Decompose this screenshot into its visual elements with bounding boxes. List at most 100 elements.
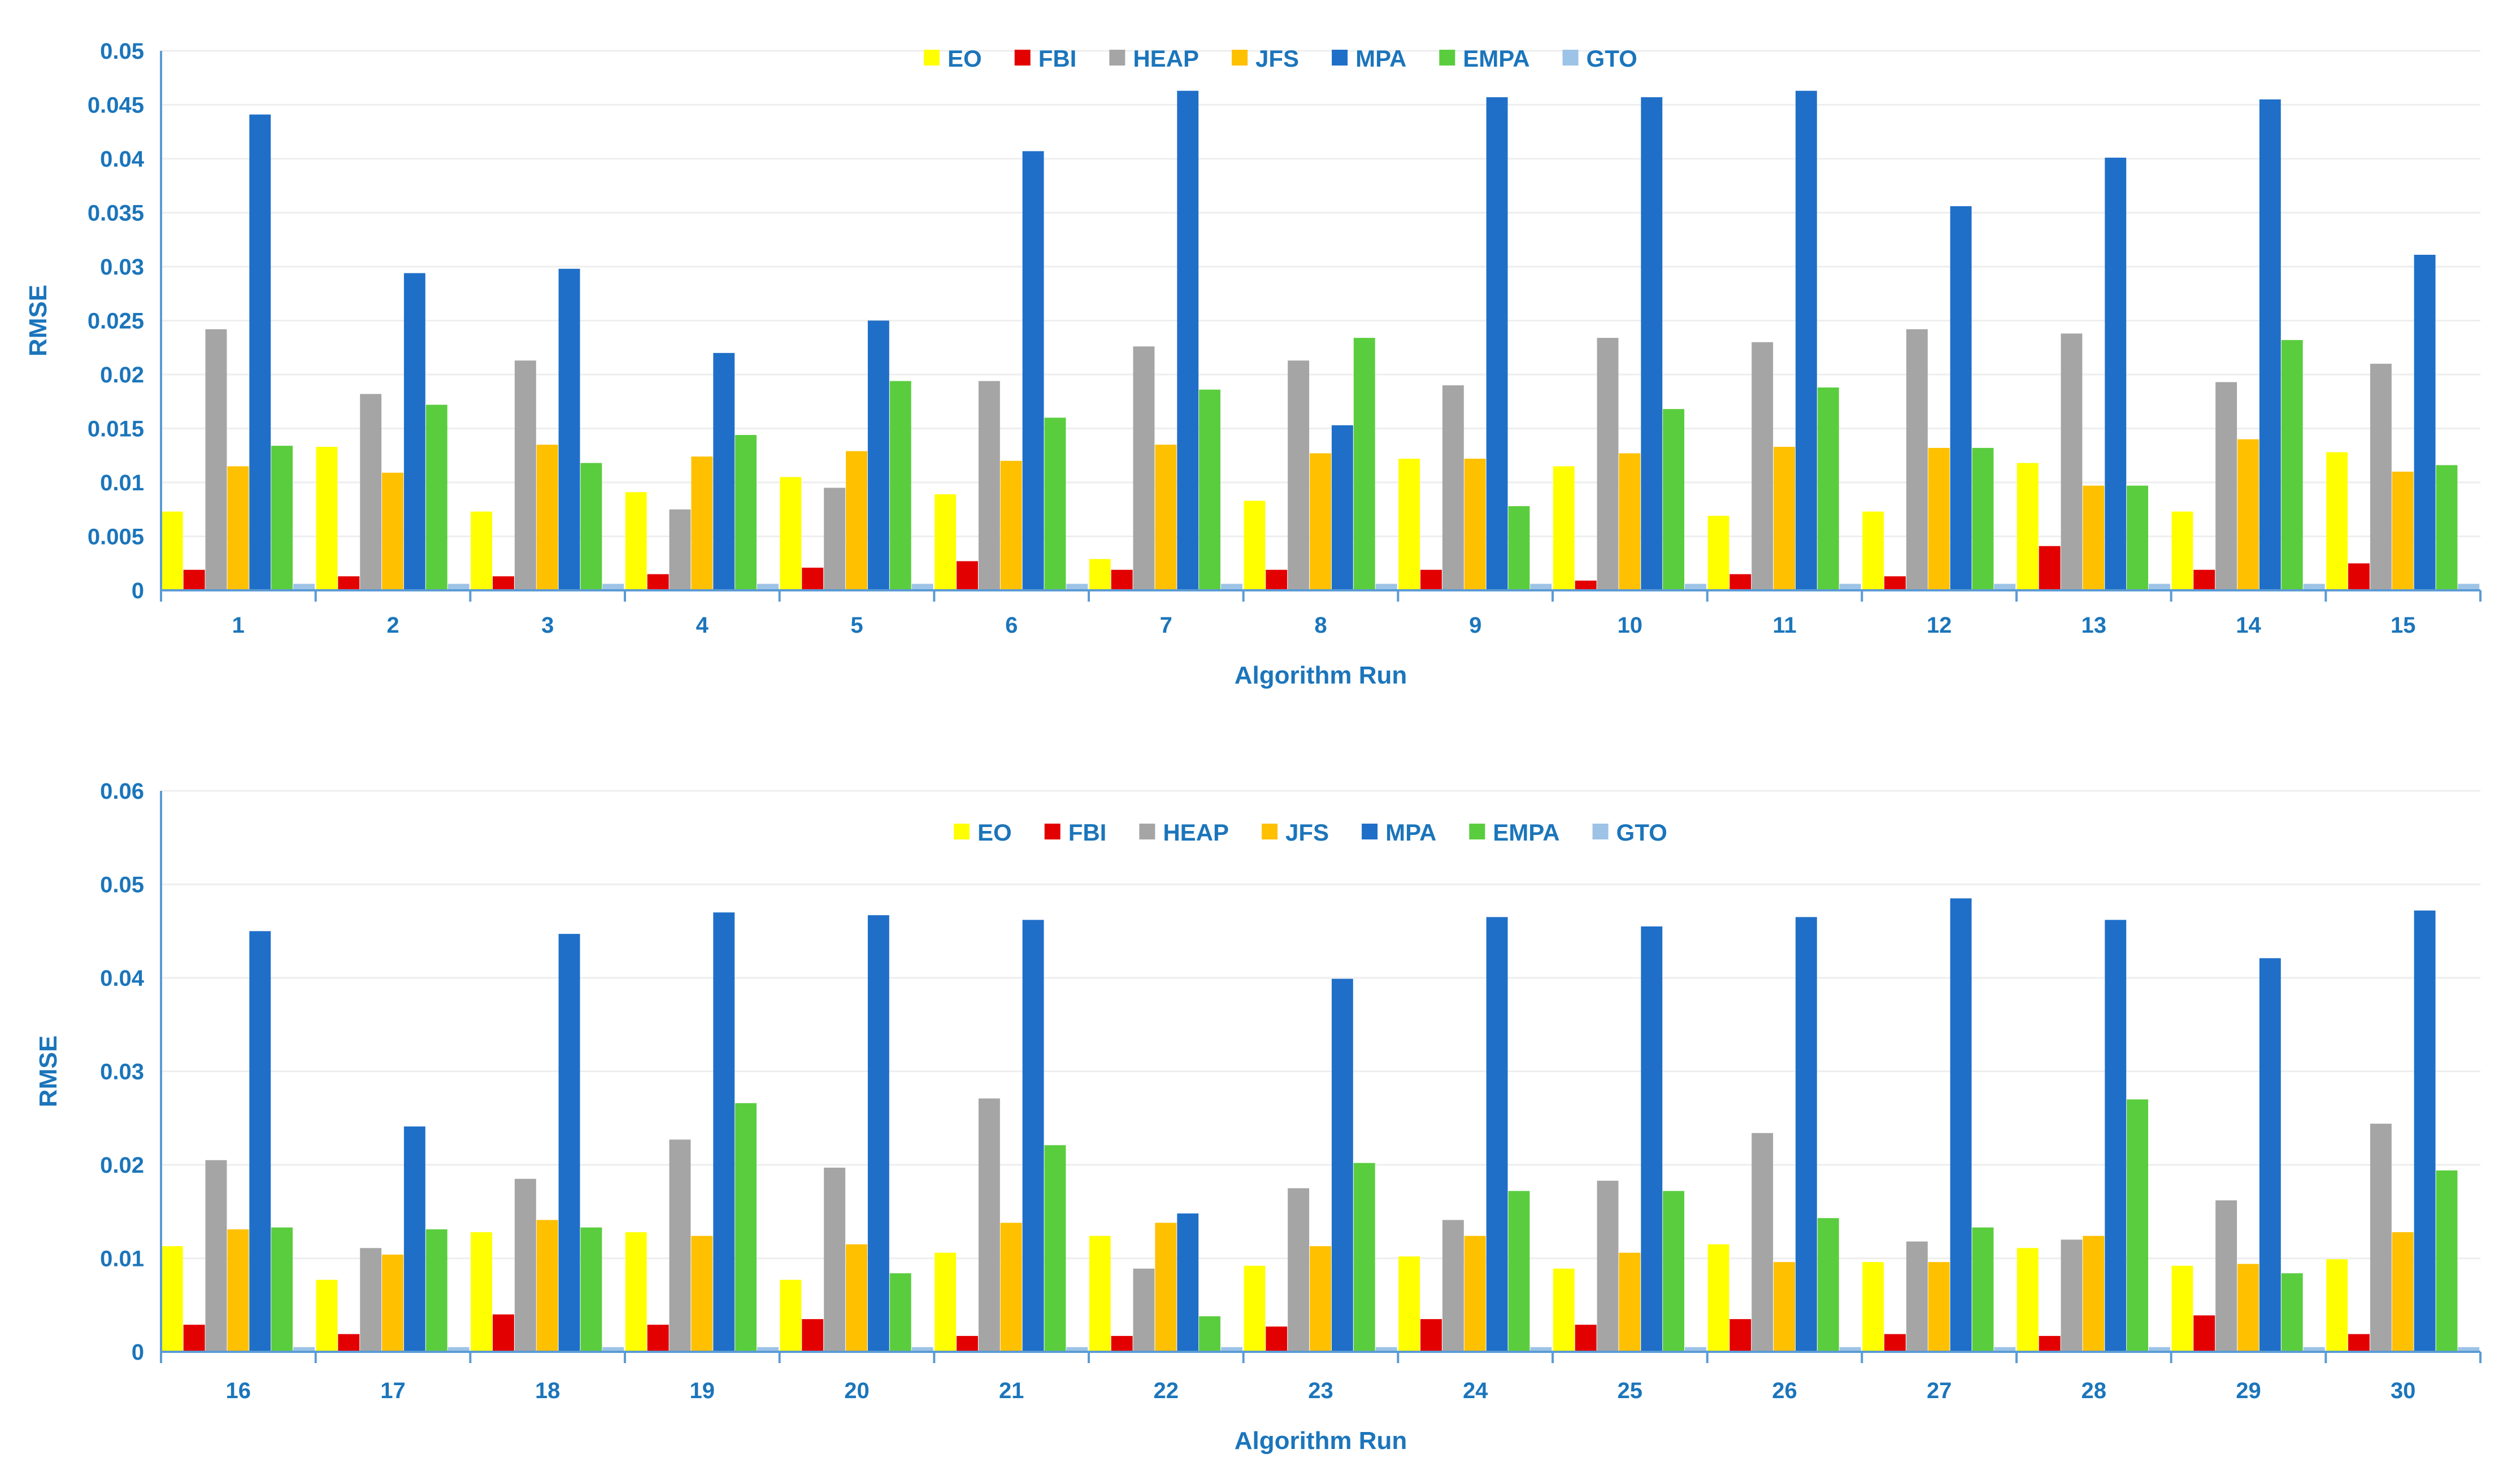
bar-eo-run-2 — [316, 447, 338, 590]
bar-empa-run-24 — [1508, 1191, 1530, 1352]
bar-gto-run-3 — [602, 584, 624, 590]
bar-heap-run-15 — [2370, 363, 2392, 590]
x-tick-label: 10 — [1618, 613, 1643, 638]
x-tick-label: 24 — [1463, 1378, 1488, 1403]
bar-eo-run-29 — [2171, 1265, 2193, 1352]
x-tick-label: 12 — [1927, 613, 1952, 638]
legend-label-gto: GTO — [1616, 819, 1667, 846]
chart-bottom-yticks: 0 0.01 0.02 0.03 0.04 0.05 0.06 — [100, 779, 145, 1365]
bar-fbi-run-30 — [2348, 1334, 2370, 1352]
bar-jfs-run-15 — [2392, 471, 2414, 590]
bar-mpa-run-29 — [2259, 958, 2281, 1352]
bar-eo-run-8 — [1244, 501, 1266, 590]
legend-swatch-eo — [954, 824, 970, 839]
x-tick-label: 29 — [2236, 1378, 2261, 1403]
legend-label-eo: EO — [948, 45, 982, 72]
bar-empa-run-29 — [2281, 1273, 2303, 1352]
bar-gto-run-2 — [447, 584, 470, 590]
legend-label-heap: HEAP — [1163, 819, 1229, 846]
bar-mpa-run-6 — [1022, 151, 1044, 591]
bar-jfs-run-6 — [1000, 460, 1022, 590]
bar-fbi-run-18 — [493, 1314, 514, 1352]
bar-fbi-run-24 — [1420, 1319, 1442, 1352]
x-tick-label: 16 — [226, 1378, 251, 1403]
bar-jfs-run-18 — [536, 1220, 558, 1352]
bar-empa-run-13 — [2127, 485, 2148, 590]
bar-empa-run-5 — [889, 381, 911, 590]
bar-mpa-run-21 — [1022, 920, 1044, 1352]
bar-mpa-run-23 — [1331, 978, 1353, 1352]
bar-fbi-run-23 — [1266, 1326, 1288, 1352]
bar-fbi-run-9 — [1420, 569, 1442, 590]
bar-jfs-run-13 — [2083, 485, 2105, 590]
y-tick-label: 0.06 — [100, 779, 144, 804]
y-tick-label: 0.01 — [100, 471, 144, 495]
bar-empa-run-10 — [1663, 409, 1684, 590]
bar-heap-run-22 — [1133, 1268, 1155, 1352]
legend-label-fbi: FBI — [1068, 819, 1107, 846]
bar-fbi-run-3 — [493, 576, 514, 590]
bar-jfs-run-23 — [1310, 1246, 1331, 1352]
chart-bottom-ylabel: RMSE — [34, 1035, 62, 1107]
bar-jfs-run-4 — [691, 456, 713, 590]
bar-eo-run-21 — [935, 1252, 957, 1352]
bar-eo-run-18 — [471, 1232, 493, 1352]
bar-eo-run-23 — [1244, 1265, 1266, 1352]
x-tick-label: 28 — [2082, 1378, 2107, 1403]
bar-eo-run-22 — [1089, 1235, 1111, 1352]
bar-empa-run-26 — [1817, 1218, 1839, 1352]
bar-gto-run-9 — [1530, 584, 1552, 590]
bar-eo-run-9 — [1398, 459, 1420, 590]
x-tick-label: 21 — [999, 1378, 1024, 1403]
bar-mpa-run-3 — [558, 268, 580, 590]
y-tick-label: 0.01 — [100, 1247, 144, 1272]
bar-fbi-run-29 — [2193, 1315, 2215, 1352]
bar-fbi-run-5 — [802, 567, 824, 590]
bar-jfs-run-11 — [1774, 447, 1795, 590]
bar-fbi-run-1 — [183, 569, 205, 590]
y-tick-label: 0.04 — [100, 147, 145, 172]
bar-empa-run-4 — [735, 435, 757, 590]
bar-jfs-run-16 — [227, 1229, 249, 1352]
bar-fbi-run-13 — [2039, 546, 2061, 590]
bar-gto-run-17 — [447, 1347, 470, 1352]
bar-empa-run-11 — [1817, 387, 1839, 590]
bar-heap-run-25 — [1597, 1181, 1619, 1352]
bar-mpa-run-17 — [403, 1126, 425, 1352]
bar-mpa-run-18 — [558, 934, 580, 1352]
y-tick-label: 0.015 — [88, 417, 144, 442]
bar-gto-run-5 — [911, 584, 933, 590]
bar-heap-run-26 — [1752, 1133, 1774, 1352]
x-tick-label: 11 — [1772, 613, 1796, 638]
legend-swatch-heap — [1139, 824, 1155, 839]
bar-gto-run-22 — [1221, 1347, 1242, 1352]
bar-heap-run-18 — [514, 1178, 536, 1352]
bar-heap-run-19 — [669, 1139, 691, 1352]
x-tick-label: 4 — [696, 613, 709, 638]
bar-fbi-run-25 — [1575, 1325, 1597, 1352]
bar-heap-run-1 — [205, 329, 227, 590]
bar-heap-run-23 — [1288, 1188, 1310, 1352]
bar-empa-run-16 — [271, 1227, 293, 1352]
legend-swatch-gto — [1592, 824, 1609, 839]
legend-label-gto: GTO — [1587, 45, 1637, 72]
y-tick-label: 0.045 — [88, 93, 144, 118]
x-tick-label: 20 — [844, 1378, 870, 1403]
legend-swatch-gto — [1562, 50, 1579, 66]
x-tick-label: 6 — [1005, 613, 1018, 638]
legend-label-heap: HEAP — [1133, 45, 1199, 72]
bar-jfs-run-9 — [1464, 459, 1486, 590]
bar-empa-run-28 — [2127, 1099, 2148, 1352]
bar-gto-run-7 — [1221, 584, 1242, 590]
bar-eo-run-12 — [1862, 511, 1884, 590]
bar-eo-run-27 — [1862, 1262, 1884, 1352]
bar-mpa-run-24 — [1486, 917, 1508, 1352]
bar-gto-run-16 — [293, 1347, 315, 1352]
bar-eo-run-10 — [1553, 466, 1575, 590]
x-tick-label: 25 — [1618, 1378, 1643, 1403]
bar-fbi-run-15 — [2348, 563, 2370, 591]
bar-gto-run-11 — [1839, 584, 1861, 590]
bar-eo-run-16 — [161, 1246, 183, 1352]
chart-top: 0 0.005 0.01 0.015 0.02 0.025 0.03 0.035 0.04 0.0… — [24, 39, 2482, 689]
